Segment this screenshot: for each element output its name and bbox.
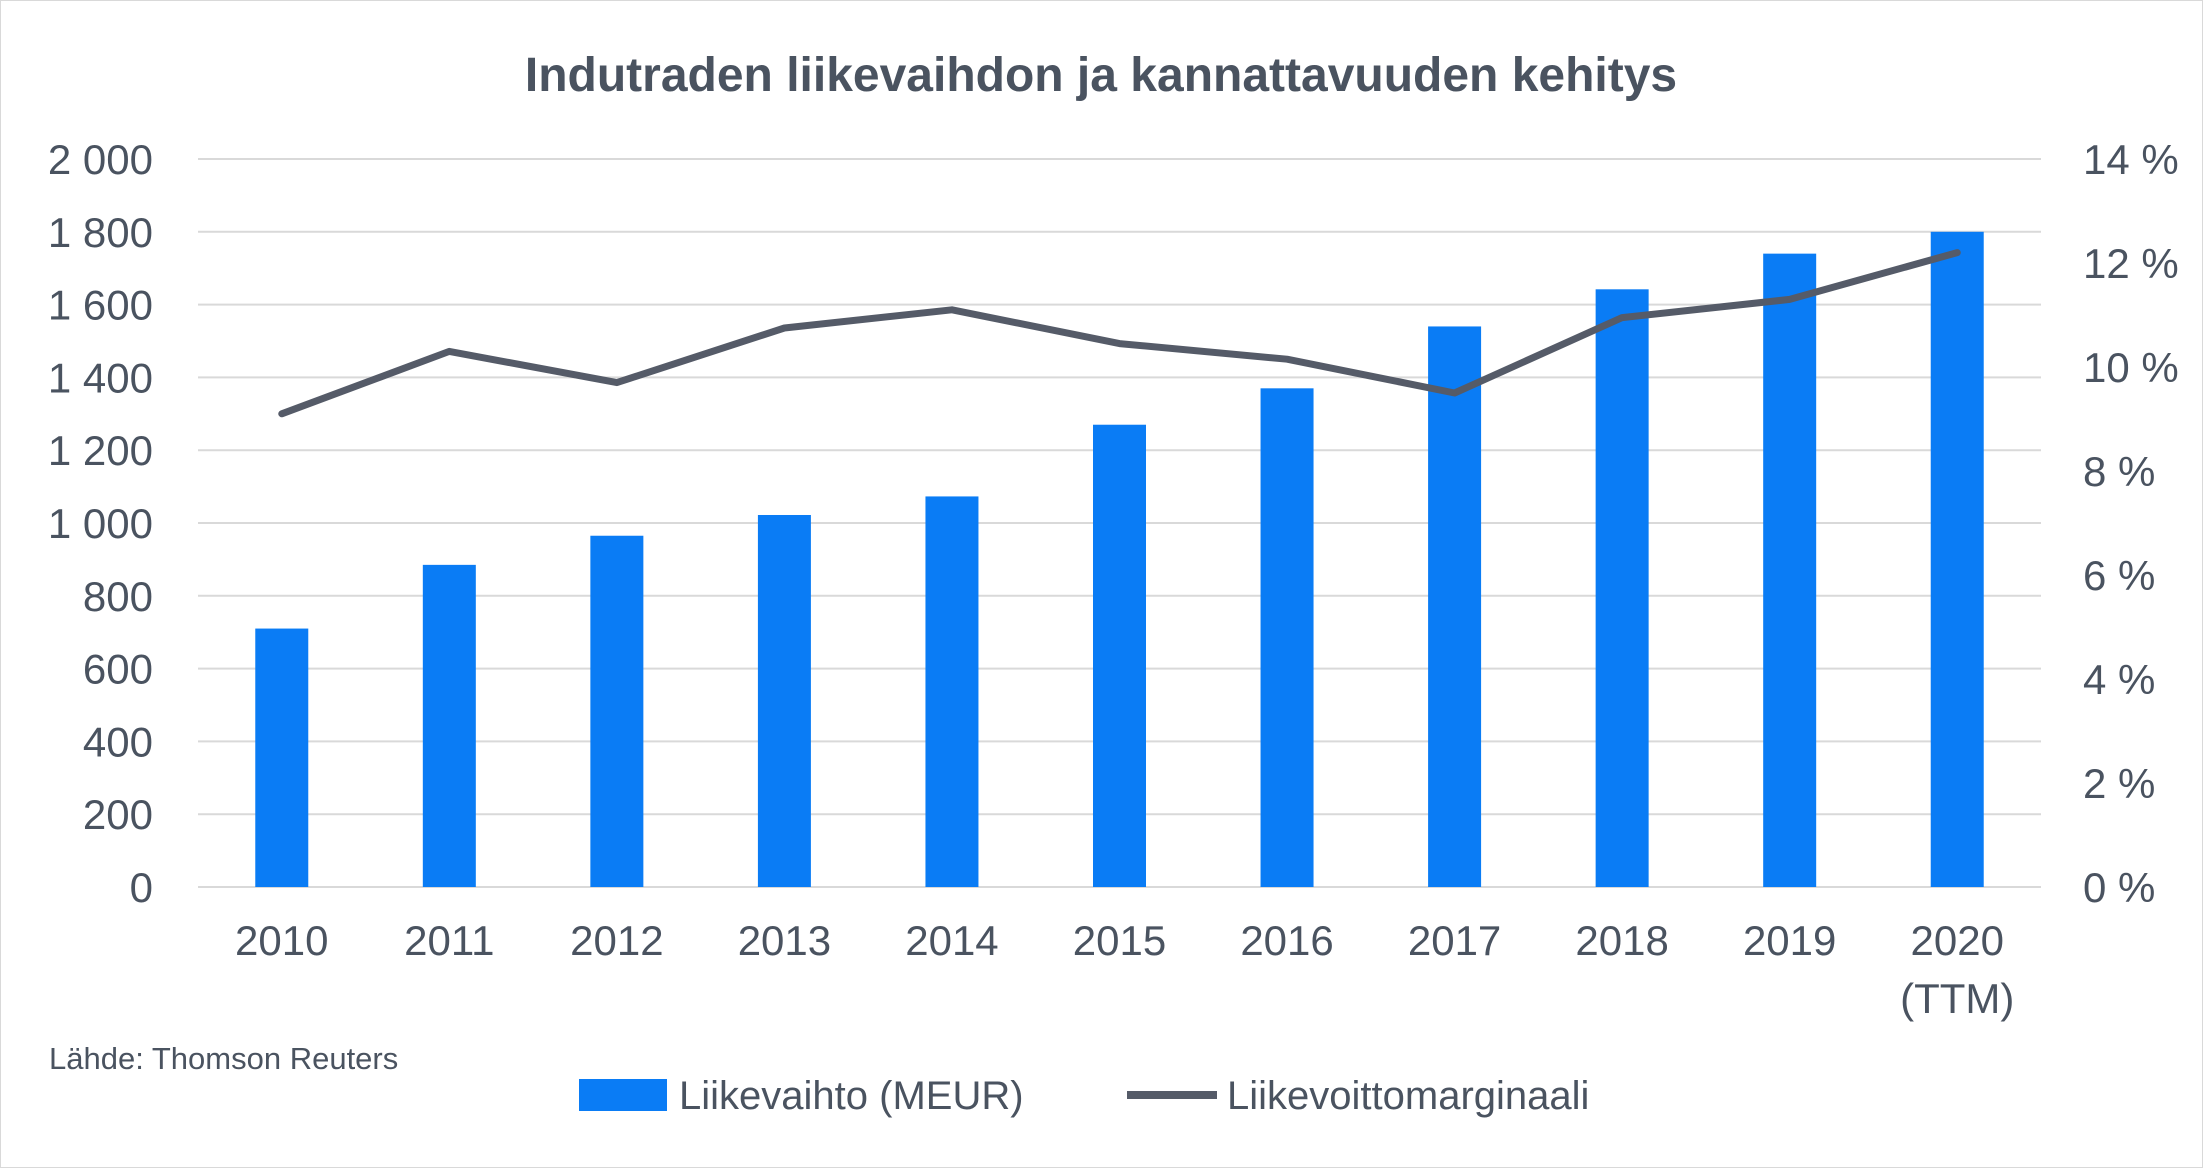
left-axis-tick-label: 400 bbox=[83, 718, 153, 765]
bar bbox=[1763, 253, 1817, 887]
x-axis-tick-label: 2014 bbox=[905, 917, 998, 964]
line-point bbox=[1117, 341, 1122, 346]
right-axis-tick-label: 8 % bbox=[2083, 448, 2155, 495]
left-axis-tick-label: 1 400 bbox=[48, 354, 153, 401]
x-axis-tick-label: 2011 bbox=[404, 917, 494, 964]
left-axis-tick-label: 800 bbox=[83, 573, 153, 620]
left-axis-tick-label: 0 bbox=[130, 864, 153, 911]
left-axis-tick-label: 600 bbox=[83, 646, 153, 693]
bar-series bbox=[255, 231, 1984, 888]
left-axis: 0 200 400 600 800 1 000 1 200 1 400 1 600 1 800 2 … bbox=[48, 136, 153, 911]
bar bbox=[757, 514, 811, 887]
line-point bbox=[614, 380, 619, 385]
x-axis-tick-label: 2013 bbox=[738, 917, 831, 964]
bar bbox=[925, 496, 979, 887]
legend-bar-label: Liikevaihto (MEUR) bbox=[679, 1074, 1024, 1118]
bar bbox=[1260, 388, 1314, 887]
x-axis-tick-label: 2020 (TTM) bbox=[1900, 917, 2014, 1022]
left-axis-tick-label: 1 000 bbox=[48, 500, 153, 547]
chart-title: Indutraden liikevaihdon ja kannattavuude… bbox=[525, 49, 1677, 102]
line-point bbox=[1452, 391, 1457, 395]
left-axis-tick-label: 1 600 bbox=[48, 282, 153, 329]
line-point bbox=[1285, 357, 1290, 362]
legend-line-label: Liikevoittomarginaali bbox=[1227, 1074, 1589, 1118]
bar bbox=[1428, 326, 1482, 887]
right-axis: 0 % 2 % 4 % 6 % 8 % 10 % 12 % 14 % bbox=[2083, 136, 2179, 911]
line-point bbox=[1955, 250, 1960, 255]
x-axis-tick-label: 2010 bbox=[235, 917, 328, 964]
line-point bbox=[949, 307, 954, 312]
line-point bbox=[1620, 315, 1625, 320]
x-axis-tick-label: 2016 bbox=[1240, 917, 1333, 964]
left-axis-tick-label: 1 200 bbox=[48, 427, 153, 474]
margin-line bbox=[278, 249, 1961, 418]
line-point bbox=[279, 411, 284, 416]
left-axis-tick-label: 2 000 bbox=[48, 136, 153, 183]
source-note: Lähde: Thomson Reuters bbox=[49, 1041, 398, 1076]
line-series bbox=[278, 249, 1961, 418]
right-axis-tick-label: 12 % bbox=[2083, 240, 2179, 287]
bar bbox=[255, 628, 309, 887]
legend-bar-swatch bbox=[579, 1079, 667, 1111]
line-point bbox=[1787, 297, 1792, 302]
x-axis-tick-label: 2019 bbox=[1743, 917, 1836, 964]
bar bbox=[1093, 424, 1146, 887]
right-axis-tick-label: 6 % bbox=[2083, 552, 2155, 599]
left-axis-tick-label: 1 800 bbox=[48, 209, 153, 256]
left-axis-tick-label: 200 bbox=[83, 791, 153, 838]
right-axis-tick-label: 14 % bbox=[2083, 136, 2179, 183]
right-axis-tick-label: 2 % bbox=[2083, 760, 2155, 807]
bar bbox=[422, 564, 476, 887]
x-axis-tick-label: 2015 bbox=[1073, 917, 1166, 964]
bar bbox=[1595, 289, 1649, 887]
legend: Liikevaihto (MEUR) Liikevoittomarginaali bbox=[579, 1074, 1589, 1118]
right-axis-tick-label: 10 % bbox=[2083, 344, 2179, 391]
right-axis-tick-label: 4 % bbox=[2083, 656, 2155, 703]
x-axis-tick-label: 2012 bbox=[570, 917, 663, 964]
bar bbox=[1930, 231, 1984, 888]
bar bbox=[590, 535, 644, 887]
line-point bbox=[782, 326, 787, 330]
x-axis-tick-label: 2018 bbox=[1575, 917, 1668, 964]
right-axis-tick-label: 0 % bbox=[2083, 864, 2155, 911]
line-point bbox=[447, 349, 452, 354]
x-axis: 2010 2011 2012 2013 2014 2015 2016 2017 2018 2019… bbox=[235, 917, 2014, 1022]
x-axis-tick-label: 2017 bbox=[1408, 917, 1501, 964]
